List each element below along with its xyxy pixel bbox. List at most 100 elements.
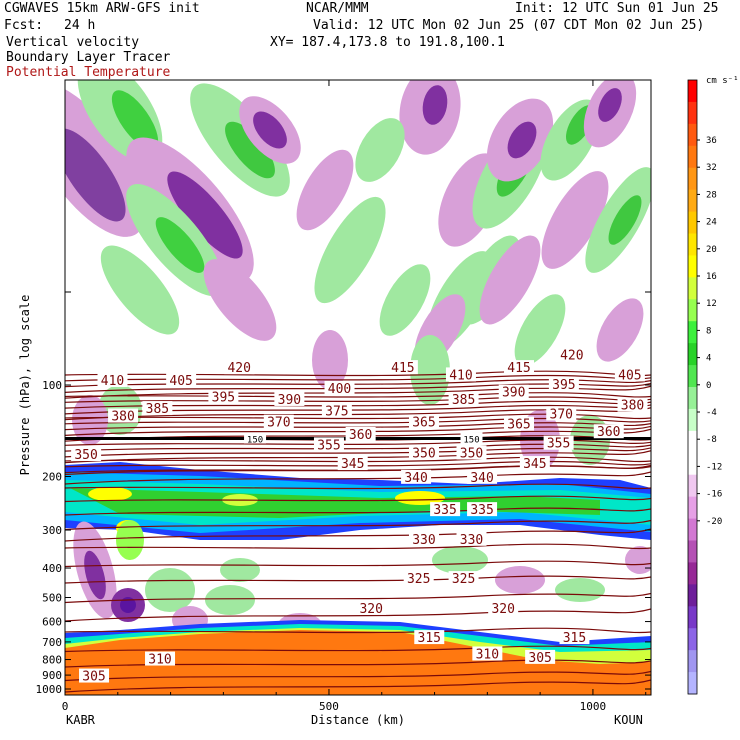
field-label-boundary-layer-tracer: Boundary Layer Tracer xyxy=(6,50,171,65)
y-tick-label: 200 xyxy=(42,471,62,484)
theta-label-bg xyxy=(546,406,577,421)
theta-label-bg xyxy=(71,447,102,462)
theta-label-bg xyxy=(408,531,439,546)
theta-label: 350 xyxy=(412,446,435,461)
tropopause-label: 150 xyxy=(463,436,479,446)
theta-label-bg xyxy=(488,600,519,615)
theta-label-bg xyxy=(337,456,368,471)
colorbar-label: 20 xyxy=(706,245,717,255)
theta-label: 380 xyxy=(111,410,134,425)
theta-label: 355 xyxy=(317,438,340,453)
theta-label: 350 xyxy=(460,446,483,461)
theta-label: 335 xyxy=(433,503,456,518)
theta-label-bg xyxy=(614,367,645,382)
theta-label-bg xyxy=(401,469,432,484)
colorbar-swatch xyxy=(688,167,697,191)
theta-label: 400 xyxy=(328,382,351,397)
colorbar-swatch xyxy=(688,101,697,125)
theta-label: 310 xyxy=(476,647,499,662)
theta-label: 390 xyxy=(278,393,301,408)
theta-label-bg xyxy=(467,502,498,517)
colorbar-swatch xyxy=(688,123,697,147)
x-start-station: KABR xyxy=(66,713,96,727)
colorbar-label: 32 xyxy=(706,163,717,173)
theta-label-bg xyxy=(166,372,197,387)
theta-label: 345 xyxy=(341,457,364,472)
colorbar-swatch xyxy=(688,80,697,103)
field-label-vertical-velocity: Vertical velocity xyxy=(6,35,140,50)
theta-label: 365 xyxy=(412,416,435,431)
colorbar-label: 0 xyxy=(706,381,711,391)
theta-label: 305 xyxy=(528,651,551,666)
colorbar: 36 32 28 24 20 16 12 8 4 0 -4 -8 -12 -16 -20 xyxy=(687,79,722,695)
theta-label-bg xyxy=(145,651,176,666)
plot-frame xyxy=(64,79,652,696)
theta-label: 405 xyxy=(169,374,192,389)
theta-label-bg xyxy=(472,646,503,661)
theta-label-bg xyxy=(414,630,445,645)
theta-label: 365 xyxy=(507,418,530,433)
theta-label: 390 xyxy=(502,386,525,401)
colorbar-label: 16 xyxy=(706,272,717,282)
theta-label-bg xyxy=(313,437,344,452)
colorbar-label: 28 xyxy=(706,190,717,200)
theta-label: 305 xyxy=(82,670,105,685)
theta-label-bg xyxy=(430,502,461,517)
colorbar-frame xyxy=(687,79,698,695)
theta-label-bg xyxy=(356,600,387,615)
theta-label-bg xyxy=(408,414,439,429)
colorbar-swatch xyxy=(688,211,697,234)
theta-label-bg xyxy=(617,397,648,412)
x-tick-label: 0 xyxy=(62,700,69,713)
y-tick-label: 1000 xyxy=(36,683,63,696)
colorbar-label: 24 xyxy=(706,218,717,228)
theta-label-bg xyxy=(142,401,173,416)
theta-label-bg xyxy=(448,391,479,406)
colorbar-label: -4 xyxy=(706,408,717,418)
y-tick-label: 400 xyxy=(42,562,62,575)
theta-label: 310 xyxy=(148,653,171,668)
theta-label: 395 xyxy=(552,378,575,393)
colorbar-swatch xyxy=(688,255,697,278)
theta-label-bg xyxy=(345,426,376,441)
tropopause-label: 150 xyxy=(247,436,263,446)
x-tick-label: 1000 xyxy=(580,700,607,713)
potential-temperature-contours: 420 415 420 410 405 400 410 415 395 405 395 390 385 3… xyxy=(65,347,651,693)
init-time: Init: 12 UTC Sun 01 Jun 25 xyxy=(515,1,719,16)
theta-label-bg xyxy=(548,377,579,391)
theta-label-bg xyxy=(263,414,294,429)
theta-label-bg xyxy=(224,360,255,375)
theta-label-bg xyxy=(559,630,590,645)
colorbar-label: 12 xyxy=(706,299,717,309)
colorbar-label: -8 xyxy=(706,435,717,445)
theta-label: 340 xyxy=(404,471,427,486)
theta-label-bg xyxy=(593,424,624,439)
colorbar-swatch xyxy=(688,584,697,607)
theta-label-bg xyxy=(456,445,487,460)
model-title: CGWAVES 15km ARW-GFS init xyxy=(4,1,200,16)
theta-label-bg xyxy=(504,360,535,375)
x-axis-label: Distance (km) xyxy=(311,713,405,727)
colorbar-label: -16 xyxy=(706,490,722,500)
xy-coordinates: XY= 187.4,173.8 to 191.8,100.1 xyxy=(270,35,505,50)
colorbar-swatch xyxy=(688,408,697,432)
colorbar-swatch xyxy=(688,474,697,498)
colorbar-swatch xyxy=(688,277,697,300)
theta-label: 370 xyxy=(267,416,290,431)
theta-label: 315 xyxy=(563,631,586,646)
colorbar-label: -12 xyxy=(706,462,722,472)
theta-label: 320 xyxy=(359,602,382,617)
colorbar-label: -20 xyxy=(706,517,722,527)
y-tick-label: 600 xyxy=(42,616,62,629)
theta-label-bg xyxy=(543,435,574,450)
theta-label: 410 xyxy=(101,374,124,389)
colorbar-label: 4 xyxy=(706,354,711,364)
colorbar-swatch xyxy=(688,562,697,585)
theta-label-bg xyxy=(456,531,487,546)
colorbar-swatch xyxy=(688,496,697,520)
colorbar-swatch xyxy=(688,365,697,388)
y-axis-label: Pressure (hPa), log scale xyxy=(18,295,32,476)
fcst-label: Fcst: xyxy=(4,18,44,33)
